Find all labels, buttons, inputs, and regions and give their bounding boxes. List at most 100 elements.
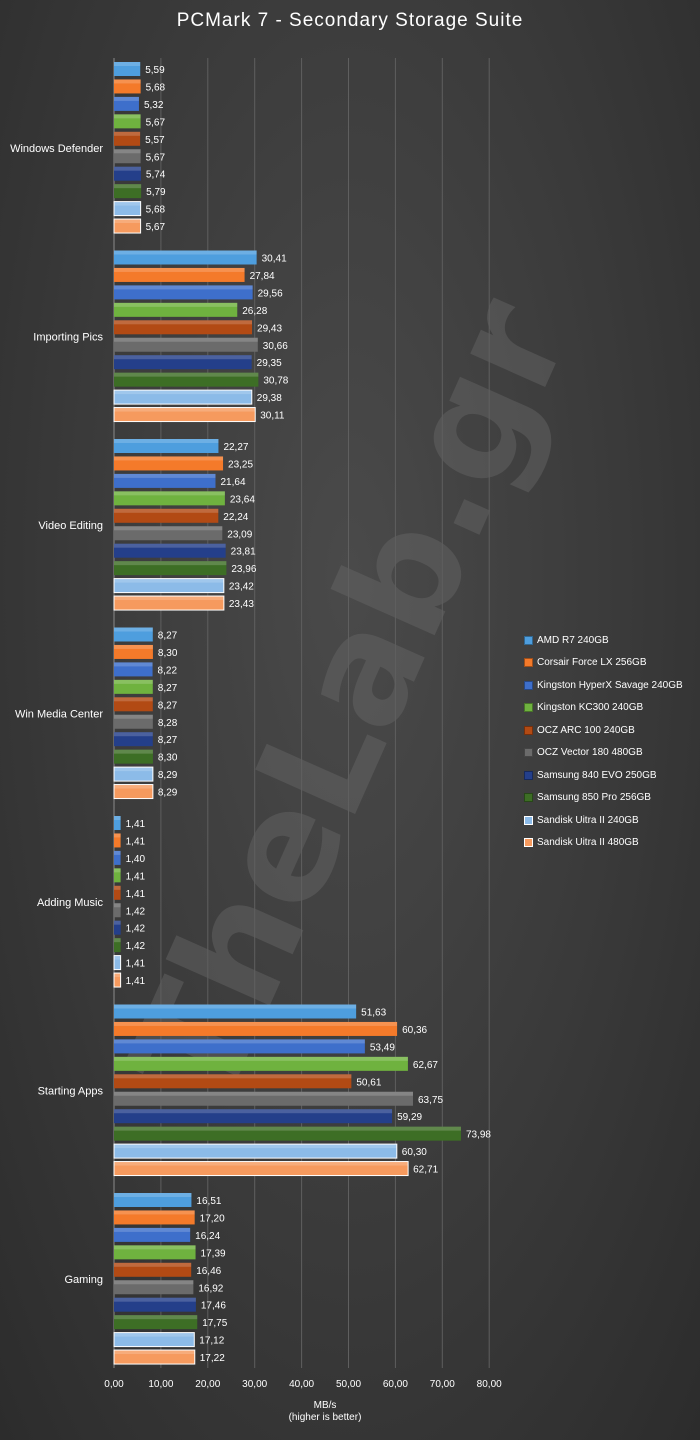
- bar: [113, 766, 154, 782]
- chart-legend: AMD R7 240GB Corsair Force LX 256GB Kingst…: [524, 629, 700, 854]
- chart-title: PCMark 7 - Secondary Storage Suite: [176, 10, 524, 31]
- legend-label: OCZ Vector 180 480GB: [537, 747, 643, 759]
- bar: [114, 184, 142, 199]
- bar: [113, 1349, 196, 1365]
- data-label: 5,68: [146, 205, 166, 216]
- bar-highlight: [114, 1262, 192, 1267]
- bar-highlight: [114, 456, 224, 461]
- data-label: 8,30: [158, 753, 178, 764]
- data-label: 17,39: [201, 1248, 226, 1259]
- bar: [114, 1315, 198, 1330]
- data-label: 23,25: [228, 459, 253, 470]
- data-label: 8,27: [158, 631, 178, 642]
- bar-highlight: [114, 644, 153, 649]
- bar-highlight: [114, 1039, 365, 1044]
- bar: [114, 1074, 352, 1089]
- legend-item: Corsair Force LX 256GB: [524, 652, 700, 675]
- bar-highlight: [114, 355, 252, 360]
- bar: [113, 218, 142, 234]
- data-label: 30,41: [262, 254, 287, 265]
- bar: [114, 868, 121, 883]
- bar: [114, 337, 258, 352]
- bar: [114, 131, 141, 146]
- data-label: 17,22: [200, 1353, 225, 1364]
- data-label: 29,43: [257, 323, 282, 334]
- category-label: Windows Defender: [10, 143, 103, 155]
- data-label: 1,42: [126, 906, 146, 917]
- bar-highlight: [114, 697, 153, 702]
- bar-highlight: [114, 732, 153, 737]
- data-label: 1,42: [126, 941, 146, 952]
- bar: [114, 850, 121, 865]
- bar-highlight: [114, 439, 219, 443]
- bar: [114, 679, 153, 694]
- bar-highlight: [114, 267, 245, 272]
- bar: [113, 1332, 195, 1348]
- legend-label: Kingston HyperX Savage 240GB: [537, 679, 683, 691]
- bar: [114, 526, 223, 541]
- data-label: 60,30: [402, 1147, 427, 1158]
- bar-highlight: [114, 166, 141, 171]
- legend-item: Kingston HyperX Savage 240GB: [524, 674, 700, 697]
- data-label: 23,81: [231, 547, 256, 558]
- bar-highlight: [114, 767, 153, 772]
- bar: [114, 714, 153, 729]
- data-label: 8,29: [158, 788, 178, 799]
- bar: [114, 1280, 194, 1295]
- bar: [114, 662, 153, 677]
- bar: [113, 1161, 409, 1177]
- data-label: 50,61: [356, 1077, 381, 1088]
- bar-highlight: [114, 714, 153, 719]
- legend-swatch: [524, 680, 533, 690]
- category-label: Video Editing: [38, 520, 103, 532]
- legend-swatch: [524, 815, 533, 825]
- data-label: 27,84: [250, 271, 275, 282]
- data-label: 1,41: [126, 976, 146, 987]
- bar-highlight: [114, 1074, 352, 1079]
- bar-highlight: [114, 973, 121, 978]
- x-tick-label: 0,00: [104, 1379, 124, 1390]
- bar-highlight: [114, 1245, 196, 1250]
- data-label: 5,67: [146, 222, 166, 233]
- bar: [113, 578, 225, 594]
- x-tick-label: 50,00: [336, 1379, 361, 1390]
- data-label: 22,27: [223, 442, 248, 453]
- bar: [114, 320, 253, 335]
- data-label: 16,46: [196, 1266, 221, 1277]
- data-label: 5,74: [146, 170, 166, 181]
- bar-highlight: [114, 938, 121, 943]
- bar-highlight: [114, 850, 121, 855]
- bar-highlight: [114, 372, 259, 377]
- data-label: 17,12: [199, 1336, 224, 1347]
- bar-highlight: [114, 784, 153, 789]
- bar: [113, 955, 122, 971]
- bar: [114, 816, 121, 830]
- data-label: 30,66: [263, 341, 288, 352]
- data-label: 16,51: [196, 1196, 221, 1207]
- bar: [114, 885, 121, 900]
- legend-item: OCZ ARC 100 240GB: [524, 719, 700, 742]
- bar-highlight: [114, 920, 121, 925]
- bar: [114, 149, 141, 164]
- bar: [114, 627, 153, 642]
- legend-item: OCZ Vector 180 480GB: [524, 742, 700, 765]
- bar-highlight: [114, 250, 257, 255]
- bar-highlight: [114, 320, 253, 325]
- bar-highlight: [114, 79, 141, 84]
- bar-highlight: [114, 337, 258, 342]
- data-label: 5,59: [145, 65, 165, 76]
- x-tick-label: 70,00: [430, 1379, 455, 1390]
- data-label: 26,28: [242, 306, 267, 317]
- bar-highlight: [114, 885, 121, 890]
- bar-highlight: [114, 1056, 408, 1061]
- bar: [114, 938, 121, 953]
- data-label: 29,56: [258, 288, 283, 299]
- legend-item: Samsung 840 EVO 250GB: [524, 764, 700, 787]
- bar: [114, 508, 219, 523]
- bar: [114, 166, 141, 181]
- data-label: 5,67: [146, 117, 166, 128]
- bar-highlight: [114, 302, 238, 307]
- x-tick-label: 40,00: [289, 1379, 314, 1390]
- x-tick-label: 10,00: [148, 1379, 173, 1390]
